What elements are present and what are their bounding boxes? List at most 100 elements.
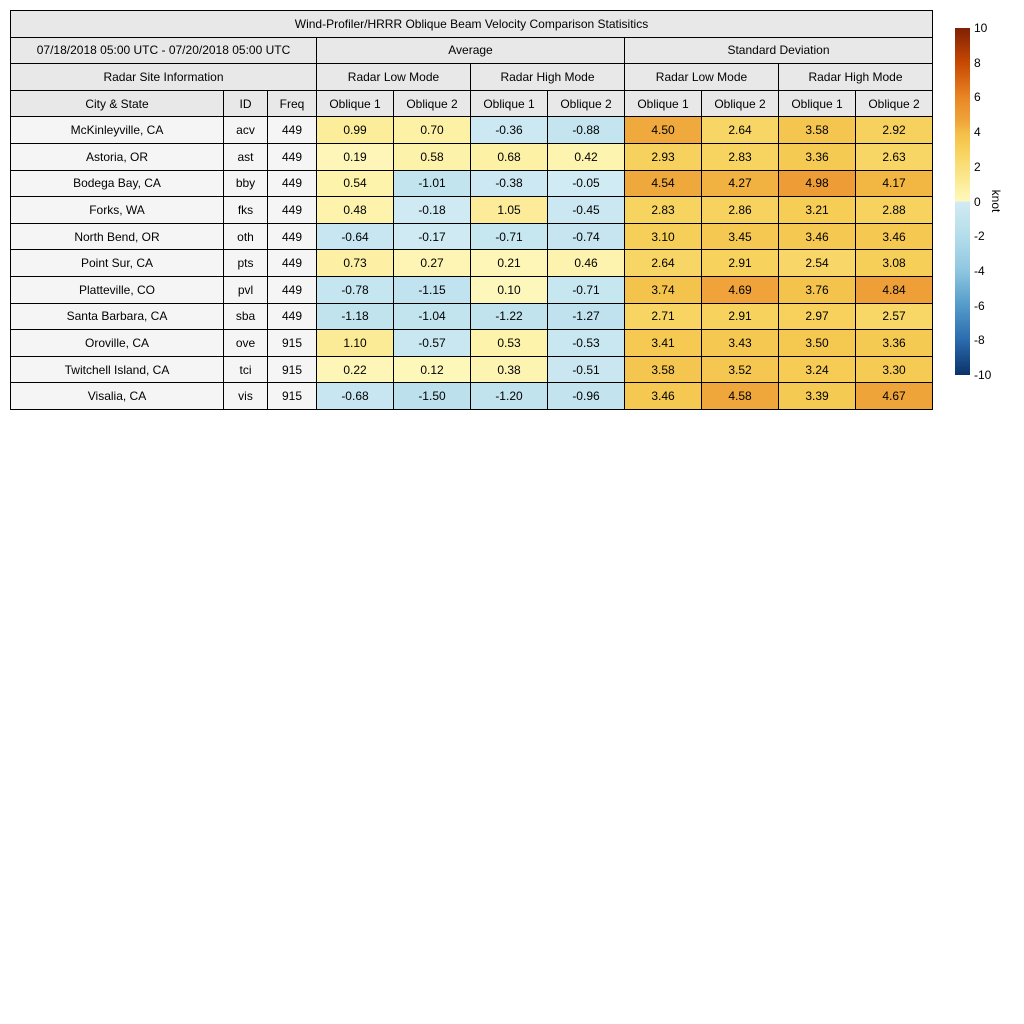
site-info-header: Radar Site Information bbox=[10, 63, 317, 91]
value-cell: 2.86 bbox=[701, 196, 779, 224]
value-cell: -0.64 bbox=[316, 222, 394, 251]
value-cell: -0.17 bbox=[393, 222, 471, 251]
value-cell: 2.71 bbox=[624, 302, 702, 331]
colorbar-tick-label: -8 bbox=[974, 333, 985, 348]
colorbar-unit-label: knot bbox=[989, 189, 1003, 213]
colorbar-tick-label: 0 bbox=[974, 194, 981, 209]
colorbar-tick-label: 2 bbox=[974, 159, 981, 174]
value-cell: 4.17 bbox=[855, 169, 933, 198]
city-state-header: City & State bbox=[10, 89, 224, 118]
oblique2-header: Oblique 2 bbox=[855, 89, 933, 118]
freq-cell: 449 bbox=[267, 275, 317, 304]
value-cell: -1.50 bbox=[393, 382, 471, 410]
value-cell: 3.46 bbox=[778, 222, 856, 251]
table-row: McKinleyville, CA acv 449 0.99 0.70 -0.3… bbox=[10, 116, 933, 144]
title-row: Wind-Profiler/HRRR Oblique Beam Velocity… bbox=[10, 10, 933, 38]
mode-header-row: Radar Site Information Radar Low Mode Ra… bbox=[10, 63, 933, 91]
city-cell: McKinleyville, CA bbox=[10, 116, 224, 144]
statistics-table: Wind-Profiler/HRRR Oblique Beam Velocity… bbox=[10, 10, 933, 410]
table-body: McKinleyville, CA acv 449 0.99 0.70 -0.3… bbox=[10, 116, 933, 410]
value-cell: -0.38 bbox=[470, 169, 548, 198]
city-cell: North Bend, OR bbox=[10, 222, 224, 251]
value-cell: -1.04 bbox=[393, 302, 471, 331]
value-cell: 0.73 bbox=[316, 249, 394, 277]
value-cell: 3.45 bbox=[701, 222, 779, 251]
value-cell: 0.99 bbox=[316, 116, 394, 144]
date-range: 07/18/2018 05:00 UTC - 07/20/2018 05:00 … bbox=[10, 36, 317, 65]
value-cell: 2.83 bbox=[624, 196, 702, 224]
value-cell: 2.93 bbox=[624, 142, 702, 171]
value-cell: 0.54 bbox=[316, 169, 394, 198]
oblique2-header: Oblique 2 bbox=[393, 89, 471, 118]
value-cell: 0.46 bbox=[547, 249, 625, 277]
freq-cell: 449 bbox=[267, 249, 317, 277]
value-cell: 3.46 bbox=[624, 382, 702, 410]
value-cell: 0.58 bbox=[393, 142, 471, 171]
city-cell: Platteville, CO bbox=[10, 275, 224, 304]
value-cell: 2.88 bbox=[855, 196, 933, 224]
value-cell: 0.70 bbox=[393, 116, 471, 144]
id-header: ID bbox=[223, 89, 268, 118]
freq-cell: 449 bbox=[267, 196, 317, 224]
colorbar-tick-label: 10 bbox=[974, 21, 988, 35]
value-cell: -0.71 bbox=[470, 222, 548, 251]
table-row: Forks, WA fks 449 0.48 -0.18 1.05 -0.45 … bbox=[10, 196, 933, 224]
freq-cell: 915 bbox=[267, 329, 317, 357]
id-cell: acv bbox=[223, 116, 268, 144]
value-cell: 3.58 bbox=[624, 355, 702, 384]
value-cell: 3.46 bbox=[855, 222, 933, 251]
figure-title: Wind-Profiler/HRRR Oblique Beam Velocity… bbox=[10, 10, 933, 38]
value-cell: -0.53 bbox=[547, 329, 625, 357]
value-cell: -0.45 bbox=[547, 196, 625, 224]
value-cell: 3.21 bbox=[778, 196, 856, 224]
freq-cell: 449 bbox=[267, 116, 317, 144]
value-cell: -1.22 bbox=[470, 302, 548, 331]
value-cell: 4.27 bbox=[701, 169, 779, 198]
city-cell: Point Sur, CA bbox=[10, 249, 224, 277]
value-cell: -0.05 bbox=[547, 169, 625, 198]
freq-cell: 449 bbox=[267, 302, 317, 331]
value-cell: 0.22 bbox=[316, 355, 394, 384]
id-cell: vis bbox=[223, 382, 268, 410]
value-cell: 3.36 bbox=[855, 329, 933, 357]
value-cell: 4.58 bbox=[701, 382, 779, 410]
id-cell: ove bbox=[223, 329, 268, 357]
value-cell: 0.53 bbox=[470, 329, 548, 357]
value-cell: 3.74 bbox=[624, 275, 702, 304]
value-cell: 3.52 bbox=[701, 355, 779, 384]
value-cell: -0.36 bbox=[470, 116, 548, 144]
table-row: Point Sur, CA pts 449 0.73 0.27 0.21 0.4… bbox=[10, 249, 933, 277]
city-cell: Oroville, CA bbox=[10, 329, 224, 357]
value-cell: 3.10 bbox=[624, 222, 702, 251]
table-row: Visalia, CA vis 915 -0.68 -1.50 -1.20 -0… bbox=[10, 382, 933, 410]
id-cell: fks bbox=[223, 196, 268, 224]
value-cell: 0.42 bbox=[547, 142, 625, 171]
column-header-row: City & State ID Freq Oblique 1 Oblique 2… bbox=[10, 89, 933, 118]
std-dev-group-header: Standard Deviation bbox=[624, 36, 933, 65]
value-cell: 0.38 bbox=[470, 355, 548, 384]
id-cell: pts bbox=[223, 249, 268, 277]
freq-cell: 915 bbox=[267, 355, 317, 384]
group-header-row: 07/18/2018 05:00 UTC - 07/20/2018 05:00 … bbox=[10, 36, 933, 65]
value-cell: 1.10 bbox=[316, 329, 394, 357]
value-cell: 3.76 bbox=[778, 275, 856, 304]
value-cell: -0.78 bbox=[316, 275, 394, 304]
oblique2-header: Oblique 2 bbox=[547, 89, 625, 118]
value-cell: 3.08 bbox=[855, 249, 933, 277]
colorbar-tick-label: 4 bbox=[974, 125, 981, 140]
avg-low-mode-header: Radar Low Mode bbox=[316, 63, 471, 91]
value-cell: -0.18 bbox=[393, 196, 471, 224]
value-cell: 3.43 bbox=[701, 329, 779, 357]
value-cell: 3.58 bbox=[778, 116, 856, 144]
colorbar-tick-label: -4 bbox=[974, 263, 985, 278]
city-cell: Bodega Bay, CA bbox=[10, 169, 224, 198]
id-cell: ast bbox=[223, 142, 268, 171]
table-row: North Bend, OR oth 449 -0.64 -0.17 -0.71… bbox=[10, 222, 933, 251]
id-cell: sba bbox=[223, 302, 268, 331]
value-cell: 2.64 bbox=[701, 116, 779, 144]
colorbar-tick-label: 6 bbox=[974, 90, 981, 105]
value-cell: -1.27 bbox=[547, 302, 625, 331]
colorbar-tick-label: -6 bbox=[974, 298, 985, 313]
value-cell: 2.63 bbox=[855, 142, 933, 171]
city-cell: Forks, WA bbox=[10, 196, 224, 224]
